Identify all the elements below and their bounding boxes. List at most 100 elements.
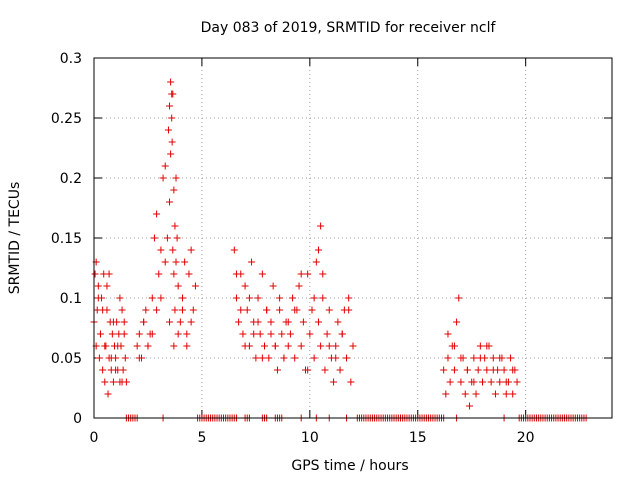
- data-point: [284, 318, 292, 326]
- data-point: [171, 306, 179, 314]
- data-point: [232, 270, 240, 278]
- data-point: [325, 306, 333, 314]
- data-point: [442, 390, 450, 398]
- data-point: [446, 378, 454, 386]
- data-point: [284, 342, 292, 350]
- data-point: [95, 354, 103, 362]
- data-point: [167, 78, 175, 86]
- data-point: [185, 270, 193, 278]
- data-point: [235, 318, 243, 326]
- data-point: [174, 330, 182, 338]
- data-point: [317, 342, 325, 350]
- x-tick-label: 5: [197, 430, 206, 446]
- data-point: [463, 366, 471, 374]
- data-point: [161, 258, 169, 266]
- data-point: [330, 378, 338, 386]
- data-point: [241, 282, 249, 290]
- data-point: [252, 354, 260, 362]
- data-point: [509, 390, 517, 398]
- data-point: [166, 102, 174, 110]
- data-point: [189, 306, 197, 314]
- data-point: [94, 282, 102, 290]
- y-tick-label: 0: [73, 411, 82, 427]
- data-point: [489, 366, 497, 374]
- data-point: [107, 354, 115, 362]
- data-point: [133, 342, 141, 350]
- data-point: [280, 354, 288, 362]
- data-point: [489, 354, 497, 362]
- data-point: [472, 390, 480, 398]
- data-point: [347, 378, 355, 386]
- data-point: [164, 126, 172, 134]
- data-point: [336, 366, 344, 374]
- data-point: [278, 330, 286, 338]
- data-point: [325, 342, 333, 350]
- data-point: [96, 330, 104, 338]
- data-point: [118, 306, 126, 314]
- data-point: [241, 342, 249, 350]
- data-point: [334, 318, 342, 326]
- data-point: [308, 306, 316, 314]
- data-point: [317, 222, 325, 230]
- data-point: [153, 210, 161, 218]
- data-point: [181, 258, 189, 266]
- data-point: [232, 294, 240, 302]
- data-point: [314, 246, 322, 254]
- data-point: [496, 354, 504, 362]
- data-point: [273, 366, 281, 374]
- data-point: [109, 318, 117, 326]
- data-point: [163, 234, 171, 242]
- data-point: [176, 318, 184, 326]
- data-point: [496, 378, 504, 386]
- y-tick-label: 0.15: [51, 231, 82, 247]
- data-point: [174, 282, 182, 290]
- data-point: [319, 270, 327, 278]
- data-point: [166, 318, 174, 326]
- data-point: [267, 318, 275, 326]
- data-point: [323, 330, 331, 338]
- data-point: [345, 306, 353, 314]
- data-point: [267, 330, 275, 338]
- data-point: [319, 294, 327, 302]
- data-point: [444, 330, 452, 338]
- data-point: [114, 342, 122, 350]
- data-point: [321, 366, 329, 374]
- data-point: [230, 246, 238, 254]
- data-point: [304, 366, 312, 374]
- data-point: [250, 330, 258, 338]
- x-tick-label: 15: [409, 430, 427, 446]
- data-point: [167, 150, 175, 158]
- data-point: [291, 306, 299, 314]
- data-point: [91, 270, 99, 278]
- data-point: [314, 318, 322, 326]
- data-point: [444, 354, 452, 362]
- data-point: [254, 294, 262, 302]
- data-point: [343, 354, 351, 362]
- data-point: [291, 354, 299, 362]
- data-point: [135, 354, 143, 362]
- data-point: [120, 318, 128, 326]
- data-point: [474, 366, 482, 374]
- x-tick-label: 20: [517, 430, 535, 446]
- data-point: [155, 270, 163, 278]
- data-point: [148, 330, 156, 338]
- data-point: [166, 198, 174, 206]
- data-point: [476, 342, 484, 350]
- data-point: [119, 366, 127, 374]
- data-point: [144, 342, 152, 350]
- data-point: [450, 366, 458, 374]
- data-point: [172, 174, 180, 182]
- x-axis-ticks: 0 5 10 15 20: [90, 58, 535, 446]
- data-point: [170, 186, 178, 194]
- data-point: [507, 354, 515, 362]
- data-point: [453, 318, 461, 326]
- scatter-points: [90, 78, 590, 422]
- data-point: [159, 174, 167, 182]
- data-point: [101, 342, 109, 350]
- data-point: [297, 270, 305, 278]
- x-axis-label: GPS time / hours: [291, 458, 408, 474]
- data-point: [500, 366, 508, 374]
- data-point: [276, 306, 284, 314]
- data-point: [345, 294, 353, 302]
